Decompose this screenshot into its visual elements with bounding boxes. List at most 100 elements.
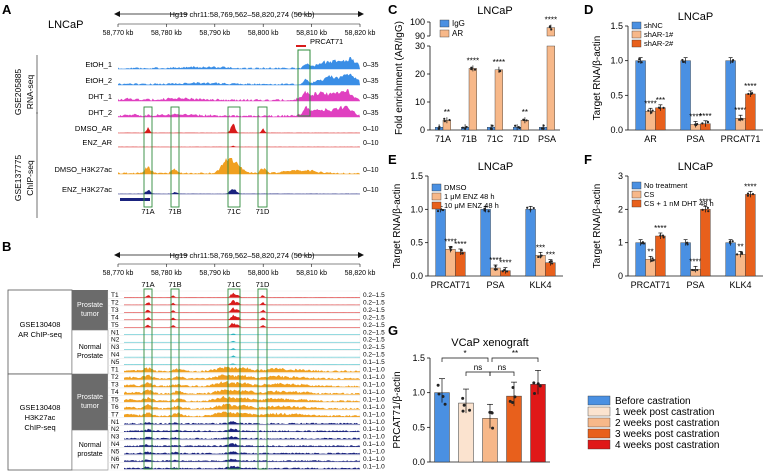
data-point [468, 408, 472, 412]
data-point [701, 208, 704, 211]
legend-label: 1 μM ENZ 48 h [444, 192, 495, 201]
track-signal [124, 366, 360, 373]
y-tick-label: 0.0 [610, 125, 623, 135]
data-point [505, 270, 509, 273]
legend-label: 3 weeks post castration [615, 429, 720, 440]
x-tick-label: PSA [686, 280, 704, 290]
legend-swatch [587, 417, 611, 428]
data-point [473, 68, 477, 71]
panel-label-c: C [388, 2, 398, 17]
chart-E: LNCaP 0.0 0.5 1.0 1.5 Target RNA/β-actin PRCAT… [392, 161, 563, 290]
bar [635, 60, 646, 131]
significance-label: **** [493, 58, 505, 67]
k27-tumor-label: Prostate [77, 394, 103, 401]
y-tick-label: 20 [415, 69, 425, 79]
y-tick-label: 1.0 [610, 56, 623, 66]
data-point [731, 60, 734, 63]
track-label: N3 [111, 344, 120, 351]
track-range: 0.2–1.5 [363, 292, 385, 299]
region-box [170, 106, 180, 208]
y-axis-label: PRCAT71/β-actin [392, 371, 403, 448]
data-point [701, 122, 704, 125]
data-point [517, 125, 520, 129]
chart-title: LNCaP [678, 11, 713, 23]
data-point [533, 391, 537, 395]
track-signal [124, 421, 360, 425]
significance-bracket [491, 357, 539, 362]
data-point [443, 120, 446, 123]
region-label: 71B [168, 280, 181, 289]
data-point [436, 209, 440, 213]
legend-swatch [631, 190, 642, 199]
data-point [551, 262, 554, 265]
ar-tumor-label: Prostate [77, 302, 103, 309]
data-point [662, 236, 665, 239]
data-point [461, 409, 465, 413]
track-label: N4 [111, 352, 120, 359]
track-signal [118, 123, 360, 133]
data-point [692, 269, 696, 272]
y-tick-label: 2 [618, 204, 623, 214]
data-point [540, 254, 543, 257]
data-point [536, 382, 540, 386]
chart-G: VCaP xenograft 0.0 0.5 1.0 1.5 PRCAT71/β-acti… [392, 337, 720, 467]
track-signal [124, 395, 360, 402]
gene-label: PRCAT71 [310, 37, 343, 46]
ar-type-label: AR ChIP-seq [18, 330, 62, 339]
track-label: T3 [111, 307, 119, 314]
data-point [460, 249, 463, 252]
k27-mark-label: H3K27ac [25, 413, 56, 422]
coord-arrow-left [114, 252, 120, 258]
data-point [461, 126, 465, 129]
track-signal [124, 355, 360, 358]
data-point [441, 394, 445, 398]
panel-label-d: D [584, 2, 593, 17]
track-range: 0.1–1.0 [363, 389, 385, 396]
track-range: 0.2–1.5 [363, 299, 385, 306]
data-point [461, 396, 465, 400]
track-range: 0.2–1.5 [363, 307, 385, 314]
significance-label: **** [644, 99, 656, 108]
data-point [651, 257, 654, 260]
data-point [538, 384, 542, 388]
track-label: T4 [111, 389, 119, 396]
region-box [143, 288, 153, 470]
data-point [681, 58, 684, 62]
region-label: 71C [227, 280, 241, 289]
track-label: T1 [111, 367, 119, 374]
track-label: T1 [111, 292, 119, 299]
data-point [652, 259, 655, 262]
data-point [436, 383, 440, 387]
track-label: T2 [111, 299, 119, 306]
track-range: 0–10 [363, 140, 379, 147]
legend-label: DMSO [444, 183, 467, 192]
track-signal [124, 465, 360, 469]
track-signal [124, 292, 360, 298]
k27-normal-label: Normal [79, 442, 102, 449]
significance-label: ** [444, 108, 450, 117]
track-range: 0–35 [363, 94, 379, 101]
track-label: N7 [111, 464, 120, 471]
track-range: 0.1–1.0 [363, 404, 385, 411]
coord-arrow-right [358, 252, 364, 258]
significance-label: ** [737, 242, 743, 251]
legend-swatch [587, 439, 611, 450]
scale-ticks: 58,770 kb 58,780 kb 58,790 kb 58,800 kb 58,8… [103, 24, 375, 37]
bar [468, 68, 478, 131]
track-signal [124, 443, 360, 447]
data-point [691, 268, 694, 272]
panel-b-tracks: T1 0.2–1.5 T2 0.2–1.5 T3 0.2–1.5 T4 0.2–1.5 T5 0.… [107, 290, 385, 471]
track-signal [118, 73, 360, 85]
x-tick-label: PSA [686, 134, 704, 144]
legend-swatch [587, 395, 611, 406]
x-tick-label: PSA [538, 134, 556, 144]
data-point [637, 60, 640, 63]
legend-swatch [631, 30, 642, 39]
group-label-chip-geo: GSE137775 [13, 155, 23, 202]
significance-label: **** [699, 112, 711, 121]
data-point [537, 255, 540, 259]
significance-label: **** [699, 197, 711, 206]
